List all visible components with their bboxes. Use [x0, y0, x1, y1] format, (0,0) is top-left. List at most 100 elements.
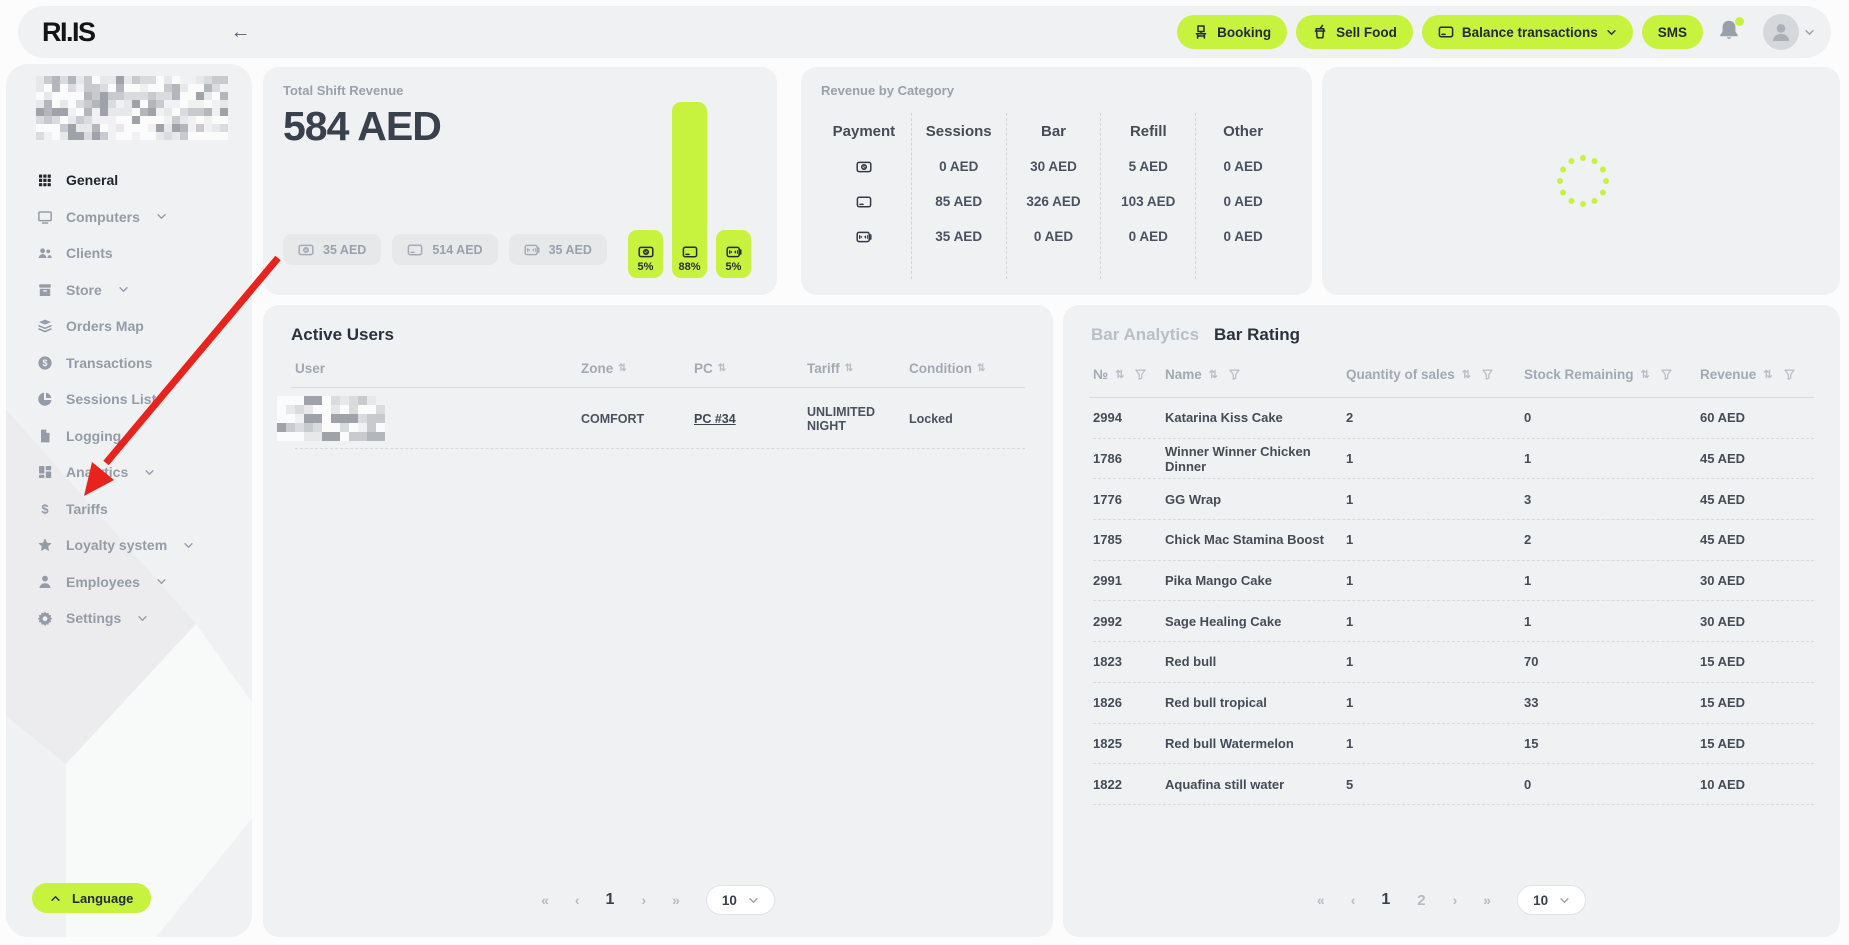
first-page-button[interactable]: « [541, 892, 549, 908]
tab-bar-rating[interactable]: Bar Rating [1214, 325, 1300, 344]
bar-column-header-name[interactable]: Name ⇅ [1165, 367, 1346, 382]
sort-icon[interactable]: ⇅ [1763, 369, 1773, 381]
users-column-header-zone[interactable]: Zone ⇅ [581, 361, 694, 376]
item-name: Red bull tropical [1165, 695, 1267, 711]
bar-table-row[interactable]: 2994 Katarina Kiss Cake 2 0 60 AED [1093, 398, 1814, 439]
page-button-1[interactable]: 1 [1381, 891, 1391, 908]
sort-icon[interactable]: ⇅ [618, 363, 627, 374]
bar-percent-label: 5% [725, 261, 742, 273]
pie-icon [36, 391, 53, 407]
page-size-select[interactable]: 10 [705, 885, 775, 915]
bar-table-row[interactable]: 2992 Sage Healing Cake 1 1 30 AED [1093, 601, 1814, 643]
bar-table-row[interactable]: 1823 Red bull 1 70 15 AED [1093, 642, 1814, 683]
balance-transactions-button[interactable]: Balance transactions [1421, 15, 1633, 49]
sidebar-item-transactions[interactable]: $ Transactions [6, 345, 252, 382]
users-column-header-pc[interactable]: PC ⇅ [694, 361, 807, 376]
revenue: 30 AED [1700, 613, 1746, 629]
next-page-button[interactable]: › [1452, 892, 1458, 908]
sidebar-item-label: Transactions [66, 354, 153, 371]
zone-cell: COMFORT [581, 411, 645, 426]
button-label: Sell Food [1336, 24, 1397, 40]
user-menu[interactable] [1763, 14, 1815, 50]
chevron-down-icon [1559, 895, 1570, 906]
sidebar-item-orders-map[interactable]: Orders Map [6, 308, 252, 345]
loading-spinner [1557, 155, 1609, 207]
sort-icon[interactable]: ⇅ [717, 363, 727, 374]
tab-bar-analytics[interactable]: Bar Analytics [1091, 325, 1200, 344]
sort-icon[interactable]: ⇅ [976, 363, 986, 374]
bar-column-header-quantity-of-sales[interactable]: Quantity of sales ⇅ [1346, 367, 1524, 382]
sidebar-item-employees[interactable]: Employees [6, 564, 252, 601]
users-column-header-tariff[interactable]: Tariff ⇅ [807, 361, 909, 376]
amount-cell: 85 AED [935, 194, 983, 209]
notifications-bell-icon[interactable] [1718, 17, 1744, 45]
sidebar-item-clients[interactable]: Clients [6, 235, 252, 272]
filter-icon[interactable] [1481, 368, 1494, 381]
badge-label: 35 AED [323, 242, 367, 257]
button-label: Balance transactions [1461, 24, 1598, 40]
sidebar-item-general[interactable]: General [6, 162, 252, 199]
quantity-of-sales: 2 [1346, 410, 1354, 426]
pc-link[interactable]: PC #34 [694, 411, 736, 426]
last-page-button[interactable]: » [672, 892, 680, 908]
sidebar-item-store[interactable]: Store [6, 272, 252, 309]
bar-table-row[interactable]: 1785 Chick Mac Stamina Boost 1 2 45 AED [1093, 520, 1814, 561]
page-button-2[interactable]: 2 [1417, 891, 1426, 909]
sort-icon[interactable]: ⇅ [1208, 369, 1218, 381]
prev-page-button[interactable]: ‹ [574, 892, 580, 908]
bar-table-row[interactable]: 1776 GG Wrap 1 3 45 AED [1093, 479, 1814, 521]
sort-icon[interactable]: ⇅ [1461, 369, 1471, 381]
bar-column-header-revenue[interactable]: Revenue ⇅ [1700, 367, 1814, 382]
sort-icon[interactable]: ⇅ [844, 363, 854, 374]
column-header: Other [1223, 122, 1264, 140]
filter-icon[interactable] [1660, 368, 1673, 381]
active-user-row[interactable]: COMFORT PC #34 UNLIMITED NIGHT Locked [277, 389, 1025, 449]
sidebar-item-loyalty-system[interactable]: Loyalty system [6, 527, 252, 564]
bar-table-row[interactable]: 1826 Red bull tropical 1 33 15 AED [1093, 683, 1814, 724]
bar-table-row[interactable]: 2991 Pika Mango Cake 1 1 30 AED [1093, 561, 1814, 602]
page-size-select[interactable]: 10 [1517, 885, 1587, 915]
page-button-1[interactable]: 1 [605, 891, 615, 908]
sidebar-item-label: Loyalty system [66, 537, 168, 554]
page-size-value: 10 [721, 892, 737, 908]
filter-icon[interactable] [1228, 368, 1241, 381]
bar-table-row[interactable]: 1786 Winner Winner Chicken Dinner 1 1 45 AED [1093, 439, 1814, 480]
spinner-dot [1598, 165, 1608, 174]
badge-label: 514 AED [432, 242, 483, 257]
sidebar-item-settings[interactable]: Settings [6, 600, 252, 637]
back-button[interactable]: ← [225, 21, 257, 43]
sort-icon[interactable]: ⇅ [1640, 369, 1650, 381]
bar-table-row[interactable]: 1822 Aquafina still water 5 0 10 AED [1093, 764, 1814, 805]
bar-column-header-stock-remaining[interactable]: Stock Remaining ⇅ [1524, 367, 1700, 382]
sidebar-item-computers[interactable]: Computers [6, 199, 252, 236]
sms-button[interactable]: SMS [1641, 15, 1703, 49]
item-number: 2994 [1093, 410, 1122, 426]
sidebar-item-logging[interactable]: Logging [6, 418, 252, 455]
next-page-button[interactable]: › [641, 892, 646, 908]
column-label: Name [1165, 367, 1202, 382]
filter-icon[interactable] [1134, 368, 1147, 381]
quantity-of-sales: 1 [1346, 451, 1354, 467]
sell-food-button[interactable]: Sell Food [1296, 15, 1413, 49]
prev-page-button[interactable]: ‹ [1350, 892, 1356, 908]
booking-button[interactable]: Booking [1177, 15, 1288, 49]
sidebar-item-sessions-list[interactable]: Sessions List [6, 381, 252, 418]
bar-column-header-[interactable]: № ⇅ [1093, 367, 1165, 382]
chevron-down-icon [137, 613, 148, 624]
bar-table-row[interactable]: 1825 Red bull Watermelon 1 15 15 AED [1093, 724, 1814, 765]
sidebar-item-analytics[interactable]: Analytics [6, 454, 252, 491]
first-page-button[interactable]: « [1316, 892, 1325, 908]
chevron-down-icon [1606, 27, 1617, 38]
language-button[interactable]: Language [32, 883, 152, 913]
sidebar-item-tariffs[interactable]: $ Tariffs [6, 491, 252, 528]
column-header: Refill [1129, 122, 1167, 140]
column-header: Payment [832, 122, 896, 140]
pc-cell: PC #34 [694, 412, 807, 426]
filter-icon[interactable] [1783, 368, 1796, 381]
bar-tabs: Bar Analytics Bar Rating [1091, 325, 1300, 345]
sort-icon[interactable]: ⇅ [1115, 369, 1125, 381]
users-column-header-condition[interactable]: Condition ⇅ [909, 361, 1025, 376]
quantity-of-sales: 1 [1346, 613, 1354, 629]
quantity-of-sales: 1 [1346, 532, 1354, 548]
last-page-button[interactable]: » [1483, 892, 1491, 908]
